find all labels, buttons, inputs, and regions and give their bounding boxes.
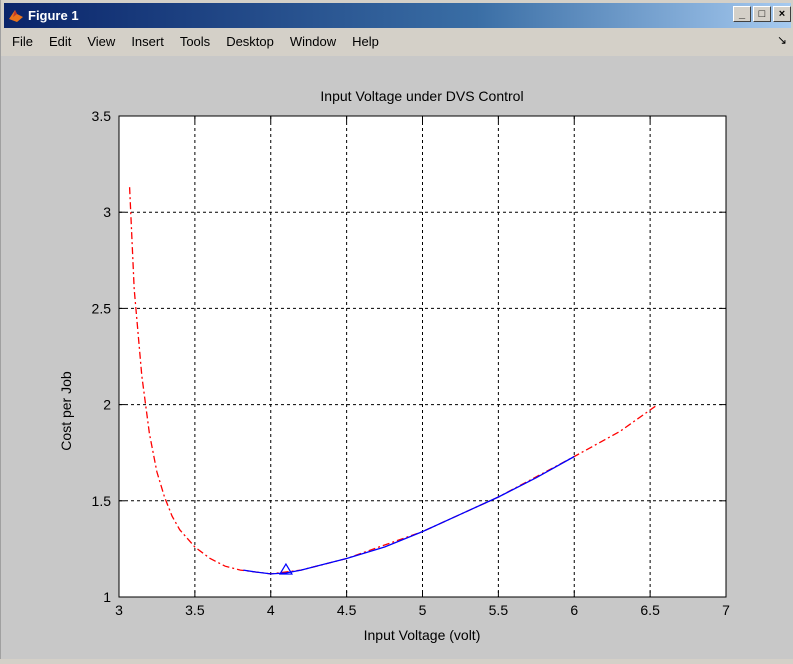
blue-series-line [243,455,575,575]
menu-file[interactable]: File [12,33,33,49]
menu-view[interactable]: View [87,33,116,49]
y-tick-label: 1 [103,589,111,605]
matlab-logo-icon [9,9,23,22]
window-title: Figure 1 [28,8,79,23]
minimize-button[interactable]: _ [733,6,751,22]
chart-title: Input Voltage under DVS Control [320,88,523,104]
title-bar[interactable]: Figure 1 _ □ × [4,3,791,28]
menu-insert[interactable]: Insert [131,33,164,49]
x-tick-label: 5 [419,602,427,618]
x-tick-label: 4 [267,602,275,618]
y-tick-label: 1.5 [92,493,112,509]
x-tick-label: 7 [722,602,730,618]
series-group [128,187,659,575]
x-tick-label: 3.5 [185,602,205,618]
menu-tools[interactable]: Tools [179,33,211,49]
plot-area: Input Voltage under DVS Control Input Vo… [1,56,793,659]
menu-desktop[interactable]: Desktop [226,33,274,49]
triangle-marker [278,562,293,575]
x-tick-label: 6.5 [640,602,660,618]
grid [119,116,726,597]
y-axis-label: Cost per Job [58,371,74,451]
x-tick-label: 3 [115,602,123,618]
toolbar-dock-arrow-icon[interactable]: ↘ [776,33,787,47]
y-tick-label: 2 [103,397,111,413]
menu-window[interactable]: Window [289,33,337,49]
x-tick-label: 4.5 [337,602,357,618]
y-tick-label: 2.5 [92,300,112,316]
window-controls: _ □ × [733,6,791,22]
y-tick-label: 3.5 [92,108,112,124]
x-tick-label: 5.5 [489,602,509,618]
menu-bar: File Edit View Insert Tools Desktop Wind… [4,30,791,52]
menu-edit[interactable]: Edit [48,33,72,49]
line-chart[interactable]: Input Voltage under DVS Control Input Vo… [1,56,793,659]
x-axis-label: Input Voltage (volt) [364,627,481,643]
axis-ticks: 3 3.5 4 4.5 5 5.5 6 6.5 7 1 1.5 2 2.5 3 3.5 [92,108,731,618]
maximize-button[interactable]: □ [753,6,771,22]
menu-help[interactable]: Help [352,33,379,49]
close-button[interactable]: × [773,6,791,22]
red-series-line [128,187,659,575]
y-tick-label: 3 [103,204,111,220]
x-tick-label: 6 [570,602,578,618]
